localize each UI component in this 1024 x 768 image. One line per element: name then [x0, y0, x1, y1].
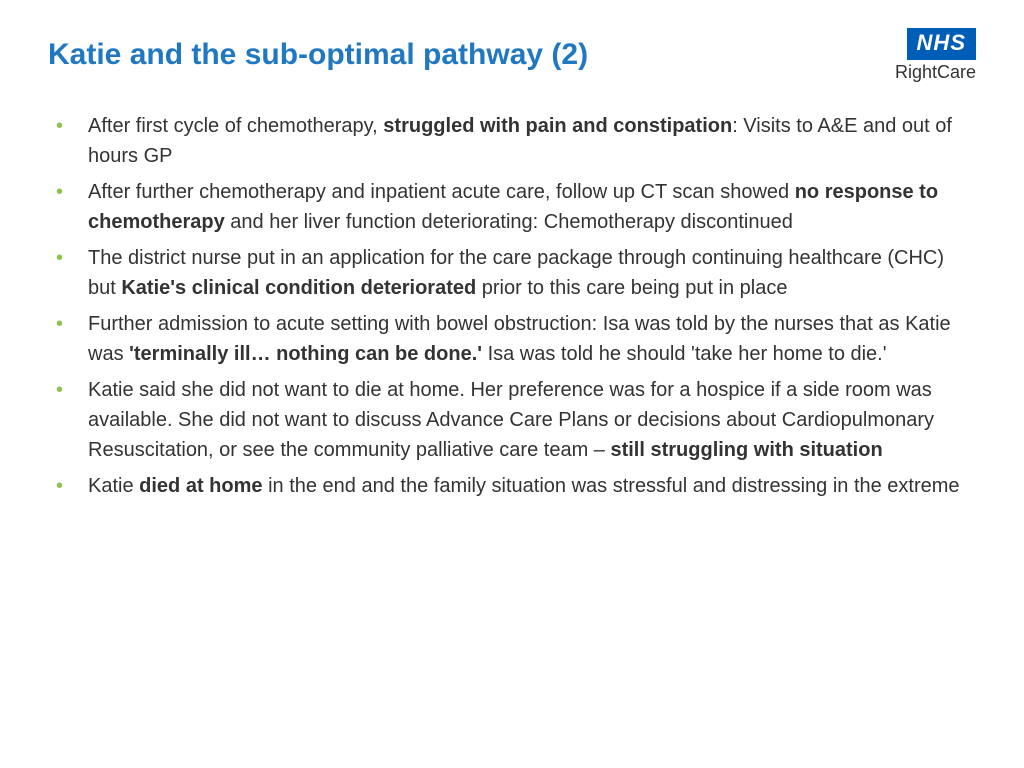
bullet-text: in the end and the family situation was …	[263, 475, 960, 497]
bullet-text: After further chemotherapy and inpatient…	[88, 181, 795, 203]
bullet-item: Further admission to acute setting with …	[56, 309, 976, 369]
bullet-text: 'terminally ill… nothing can be done.'	[129, 343, 482, 365]
slide: Katie and the sub-optimal pathway (2) NH…	[0, 0, 1024, 768]
bullet-text: Katie's clinical condition deteriorated	[121, 277, 476, 299]
bullet-text: Katie	[88, 475, 139, 497]
bullet-text: prior to this care being put in place	[476, 277, 787, 299]
bullet-text: died at home	[139, 475, 262, 497]
bullet-text: struggled with pain and constipation	[383, 115, 732, 137]
bullet-item: Katie said she did not want to die at ho…	[56, 375, 976, 465]
rightcare-label: RightCare	[895, 62, 976, 83]
bullet-text: Isa was told he should 'take her home to…	[482, 343, 887, 365]
nhs-logo: NHS RightCare	[895, 28, 976, 83]
nhs-box-icon: NHS	[907, 28, 976, 60]
header: Katie and the sub-optimal pathway (2) NH…	[48, 28, 976, 83]
bullet-item: After further chemotherapy and inpatient…	[56, 177, 976, 237]
bullet-text: still struggling with situation	[610, 439, 882, 461]
bullet-list: After first cycle of chemotherapy, strug…	[48, 111, 976, 501]
bullet-text: After first cycle of chemotherapy,	[88, 115, 383, 137]
slide-title: Katie and the sub-optimal pathway (2)	[48, 38, 588, 72]
bullet-item: After first cycle of chemotherapy, strug…	[56, 111, 976, 171]
bullet-item: The district nurse put in an application…	[56, 243, 976, 303]
bullet-text: and her liver function deteriorating: Ch…	[225, 211, 793, 233]
bullet-item: Katie died at home in the end and the fa…	[56, 471, 976, 501]
